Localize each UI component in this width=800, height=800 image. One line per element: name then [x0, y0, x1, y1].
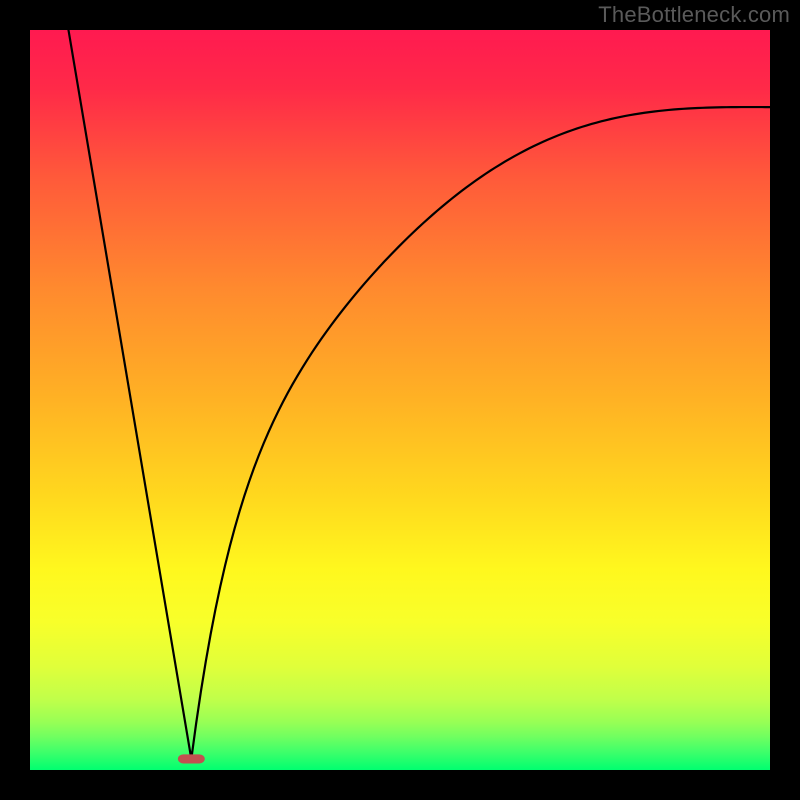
min-marker [178, 755, 204, 763]
watermark-text: TheBottleneck.com [598, 2, 790, 28]
chart-gradient-bg [30, 30, 770, 770]
chart-container: TheBottleneck.com [0, 0, 800, 800]
bottleneck-chart [0, 0, 800, 800]
